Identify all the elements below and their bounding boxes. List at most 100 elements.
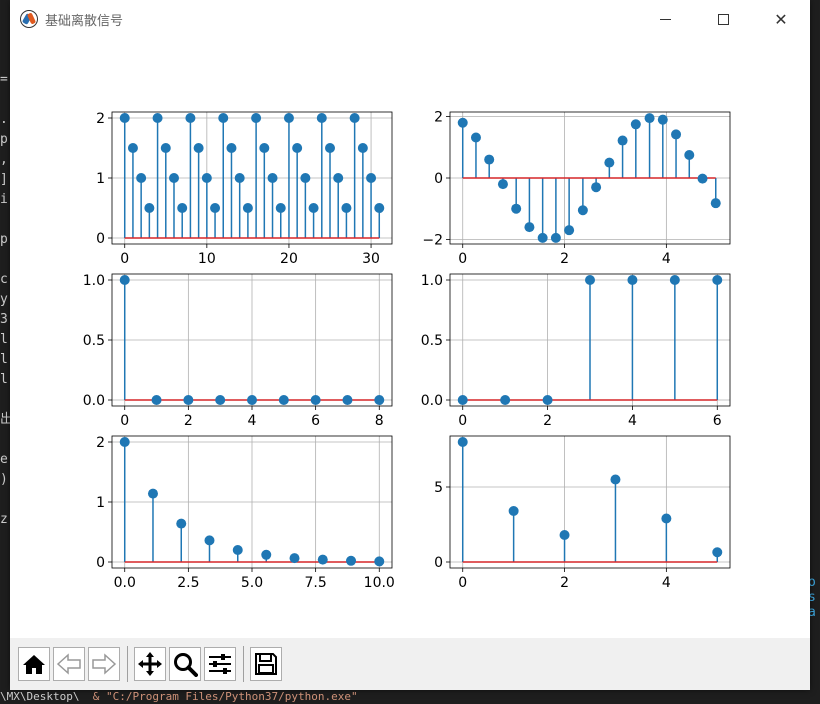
pan-button[interactable] xyxy=(134,647,166,681)
save-button[interactable] xyxy=(250,647,282,681)
stem-marker xyxy=(710,198,721,209)
x-tick-label: 10.0 xyxy=(364,575,395,591)
x-tick-label: 0 xyxy=(120,413,129,429)
x-tick-label: 10 xyxy=(198,251,216,267)
zoom-button[interactable] xyxy=(169,647,201,681)
figure-window: 基础离散信号 ✕ 0 10 20 30 0 1 2 0 2 4 −2 0 2 0 2 4 6 8 0.0 0.5 1.0… xyxy=(10,0,810,690)
stem-marker xyxy=(524,222,535,233)
stem-marker xyxy=(559,530,570,540)
close-icon: ✕ xyxy=(774,9,788,29)
window-title: 基础离散信号 xyxy=(45,13,124,29)
stem-marker xyxy=(185,113,196,123)
stem-marker xyxy=(242,203,253,213)
stem-marker xyxy=(712,275,723,285)
configure-subplots-button[interactable] xyxy=(204,647,236,681)
home-button[interactable] xyxy=(18,647,50,681)
stem-marker xyxy=(630,119,641,130)
arrow-right-icon xyxy=(92,653,117,675)
stem-marker xyxy=(119,113,130,123)
y-tick-label: −2 xyxy=(422,232,443,248)
stem-marker xyxy=(218,113,229,123)
y-tick-label: 1 xyxy=(96,171,105,187)
home-icon xyxy=(23,655,45,674)
stem-marker xyxy=(251,113,262,123)
stem-marker xyxy=(564,225,575,236)
stem-marker xyxy=(457,437,468,447)
stem-marker xyxy=(275,203,286,213)
stem-marker xyxy=(357,143,368,153)
stem-marker xyxy=(341,203,352,213)
y-tick-label: 5 xyxy=(434,480,443,496)
stem-marker xyxy=(127,143,138,153)
stem-marker xyxy=(119,275,130,285)
stem-marker xyxy=(177,203,188,213)
x-tick-label: 0 xyxy=(120,251,129,267)
forward-button[interactable] xyxy=(88,647,120,681)
stem-marker xyxy=(669,275,680,285)
stem-marker xyxy=(697,173,708,184)
y-tick-label: 0 xyxy=(96,231,105,247)
x-tick-label: 2.5 xyxy=(177,575,199,591)
axes-frame-6 xyxy=(449,435,731,569)
stem-marker xyxy=(176,518,187,529)
stem-marker xyxy=(457,117,468,128)
stem-marker xyxy=(261,549,272,560)
stem-marker xyxy=(617,135,628,146)
x-tick-label: 0 xyxy=(458,575,467,591)
stem-marker xyxy=(204,535,215,546)
stem-marker xyxy=(144,203,155,213)
stem-marker xyxy=(577,205,588,216)
stem-marker xyxy=(325,143,336,153)
stem-marker xyxy=(346,555,357,566)
stem-marker xyxy=(374,556,385,567)
x-tick-label: 0 xyxy=(458,251,467,267)
figure-canvas[interactable]: 0 10 20 30 0 1 2 0 2 4 −2 0 2 0 2 4 6 8 0.0 0.5 1.0 0 2 4 6 0.0 0.… xyxy=(10,38,810,638)
toolbar-separator xyxy=(243,646,244,682)
y-tick-label: 0.0 xyxy=(83,393,105,409)
x-tick-label: 4 xyxy=(662,251,671,267)
navigation-toolbar xyxy=(10,638,810,690)
back-button[interactable] xyxy=(53,647,85,681)
x-tick-label: 0 xyxy=(458,413,467,429)
sliders-icon xyxy=(209,654,231,674)
minimize-button[interactable] xyxy=(636,0,694,38)
move-icon xyxy=(138,652,162,676)
stem-marker xyxy=(500,395,511,405)
y-tick-label: 0 xyxy=(96,555,105,571)
x-tick-label: 20 xyxy=(280,251,298,267)
stem-marker xyxy=(151,395,162,405)
stem-marker xyxy=(119,437,130,447)
y-tick-label: 2 xyxy=(434,110,443,126)
x-tick-label: 7.5 xyxy=(305,575,327,591)
magnifier-icon xyxy=(174,653,198,677)
x-tick-label: 30 xyxy=(362,251,380,267)
stem-marker xyxy=(497,179,508,190)
minimize-icon xyxy=(659,18,671,20)
stem-marker xyxy=(136,173,147,183)
stem-marker xyxy=(470,132,481,143)
y-tick-label: 0 xyxy=(434,171,443,187)
stem-marker xyxy=(168,173,179,183)
stem-marker xyxy=(508,506,519,516)
y-tick-label: 1.0 xyxy=(83,273,105,289)
maximize-icon xyxy=(717,13,729,25)
background-terminal-bottom: \MX\Desktop\ & "C:/Program Files/Python3… xyxy=(0,690,358,703)
stem-marker xyxy=(657,114,668,125)
stem-marker xyxy=(374,203,385,213)
stem-marker xyxy=(160,143,171,153)
stem-marker xyxy=(289,553,300,564)
stem-marker xyxy=(316,113,327,123)
maximize-button[interactable] xyxy=(694,0,752,38)
stem-marker xyxy=(604,157,615,168)
stem-marker xyxy=(671,129,682,140)
x-tick-label: 2 xyxy=(184,413,193,429)
stem-marker xyxy=(457,395,468,405)
stem-marker xyxy=(333,173,344,183)
x-tick-label: 2 xyxy=(543,413,552,429)
stem-marker xyxy=(627,275,638,285)
stem-marker xyxy=(283,113,294,123)
close-button[interactable]: ✕ xyxy=(752,0,810,38)
